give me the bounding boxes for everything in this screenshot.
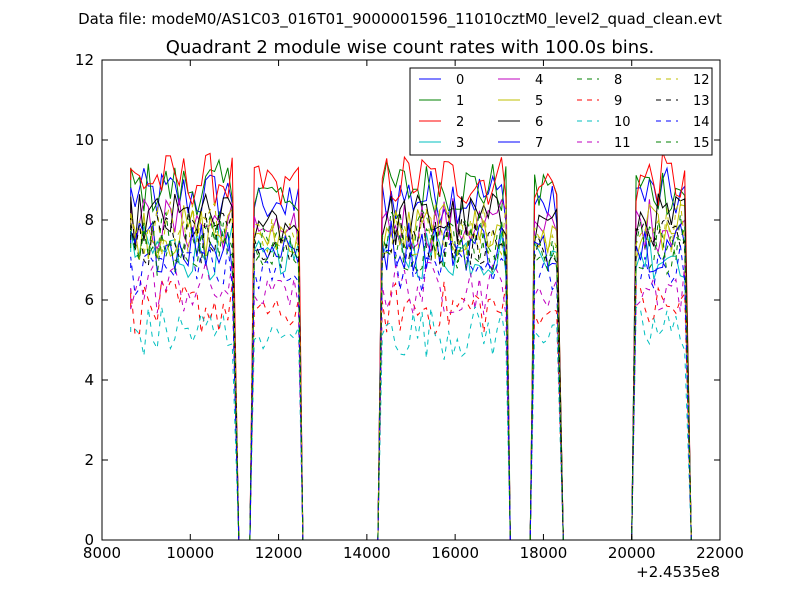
legend-label: 0 <box>456 73 464 88</box>
ticks-layer: 8000 10000 12000 14000 16000 18000 20000 22000 0… <box>75 51 744 562</box>
legend-label: 10 <box>614 115 631 130</box>
series-line-14 <box>130 239 692 541</box>
series-layer <box>130 152 692 541</box>
x-tick-label: 14000 <box>343 544 391 562</box>
legend-label: 8 <box>614 73 622 88</box>
legend-label: 2 <box>456 115 464 130</box>
series-line-13 <box>130 211 692 541</box>
y-tick-label: 6 <box>84 291 94 309</box>
series-line-3 <box>130 223 692 541</box>
x-tick-label: 8000 <box>83 544 121 562</box>
legend-label: 5 <box>535 94 543 109</box>
legend-label: 14 <box>693 115 710 130</box>
x-tick-label: 22000 <box>696 544 744 562</box>
x-tick-label: 16000 <box>431 544 479 562</box>
series-line-9 <box>130 280 692 541</box>
series-line-8 <box>130 209 692 541</box>
x-tick-label: 18000 <box>520 544 568 562</box>
x-tick-label: 12000 <box>255 544 303 562</box>
legend-label: 4 <box>535 73 543 88</box>
series-line-15 <box>130 220 692 541</box>
series-line-10 <box>130 304 692 541</box>
x-tick-label: 20000 <box>608 544 656 562</box>
legend-label: 15 <box>693 136 710 151</box>
y-tick-label: 2 <box>84 451 94 469</box>
legend-label: 7 <box>535 136 543 151</box>
y-tick-label: 10 <box>75 131 94 149</box>
legend-label: 1 <box>456 94 464 109</box>
y-tick-label: 8 <box>84 211 94 229</box>
legend-label: 13 <box>693 94 710 109</box>
series-line-2 <box>130 152 692 541</box>
series-line-11 <box>130 261 692 541</box>
legend-label: 11 <box>614 136 631 151</box>
series-line-7 <box>130 220 692 541</box>
legend-label: 6 <box>535 115 543 130</box>
y-tick-label: 0 <box>84 531 94 549</box>
chart-suptitle: Data file: modeM0/AS1C03_016T01_90000015… <box>78 10 722 29</box>
x-tick-label: 10000 <box>166 544 214 562</box>
legend-label: 3 <box>456 136 464 151</box>
x-offset-label: +2.4535e8 <box>636 563 720 581</box>
legend-box <box>409 67 713 156</box>
legend-label: 9 <box>614 94 622 109</box>
y-tick-label: 4 <box>84 371 94 389</box>
chart-title: Quadrant 2 module wise count rates with … <box>166 37 655 58</box>
y-tick-label: 12 <box>75 51 94 69</box>
series-line-12 <box>130 199 692 541</box>
series-line-1 <box>130 158 692 541</box>
legend-label: 12 <box>693 73 710 88</box>
